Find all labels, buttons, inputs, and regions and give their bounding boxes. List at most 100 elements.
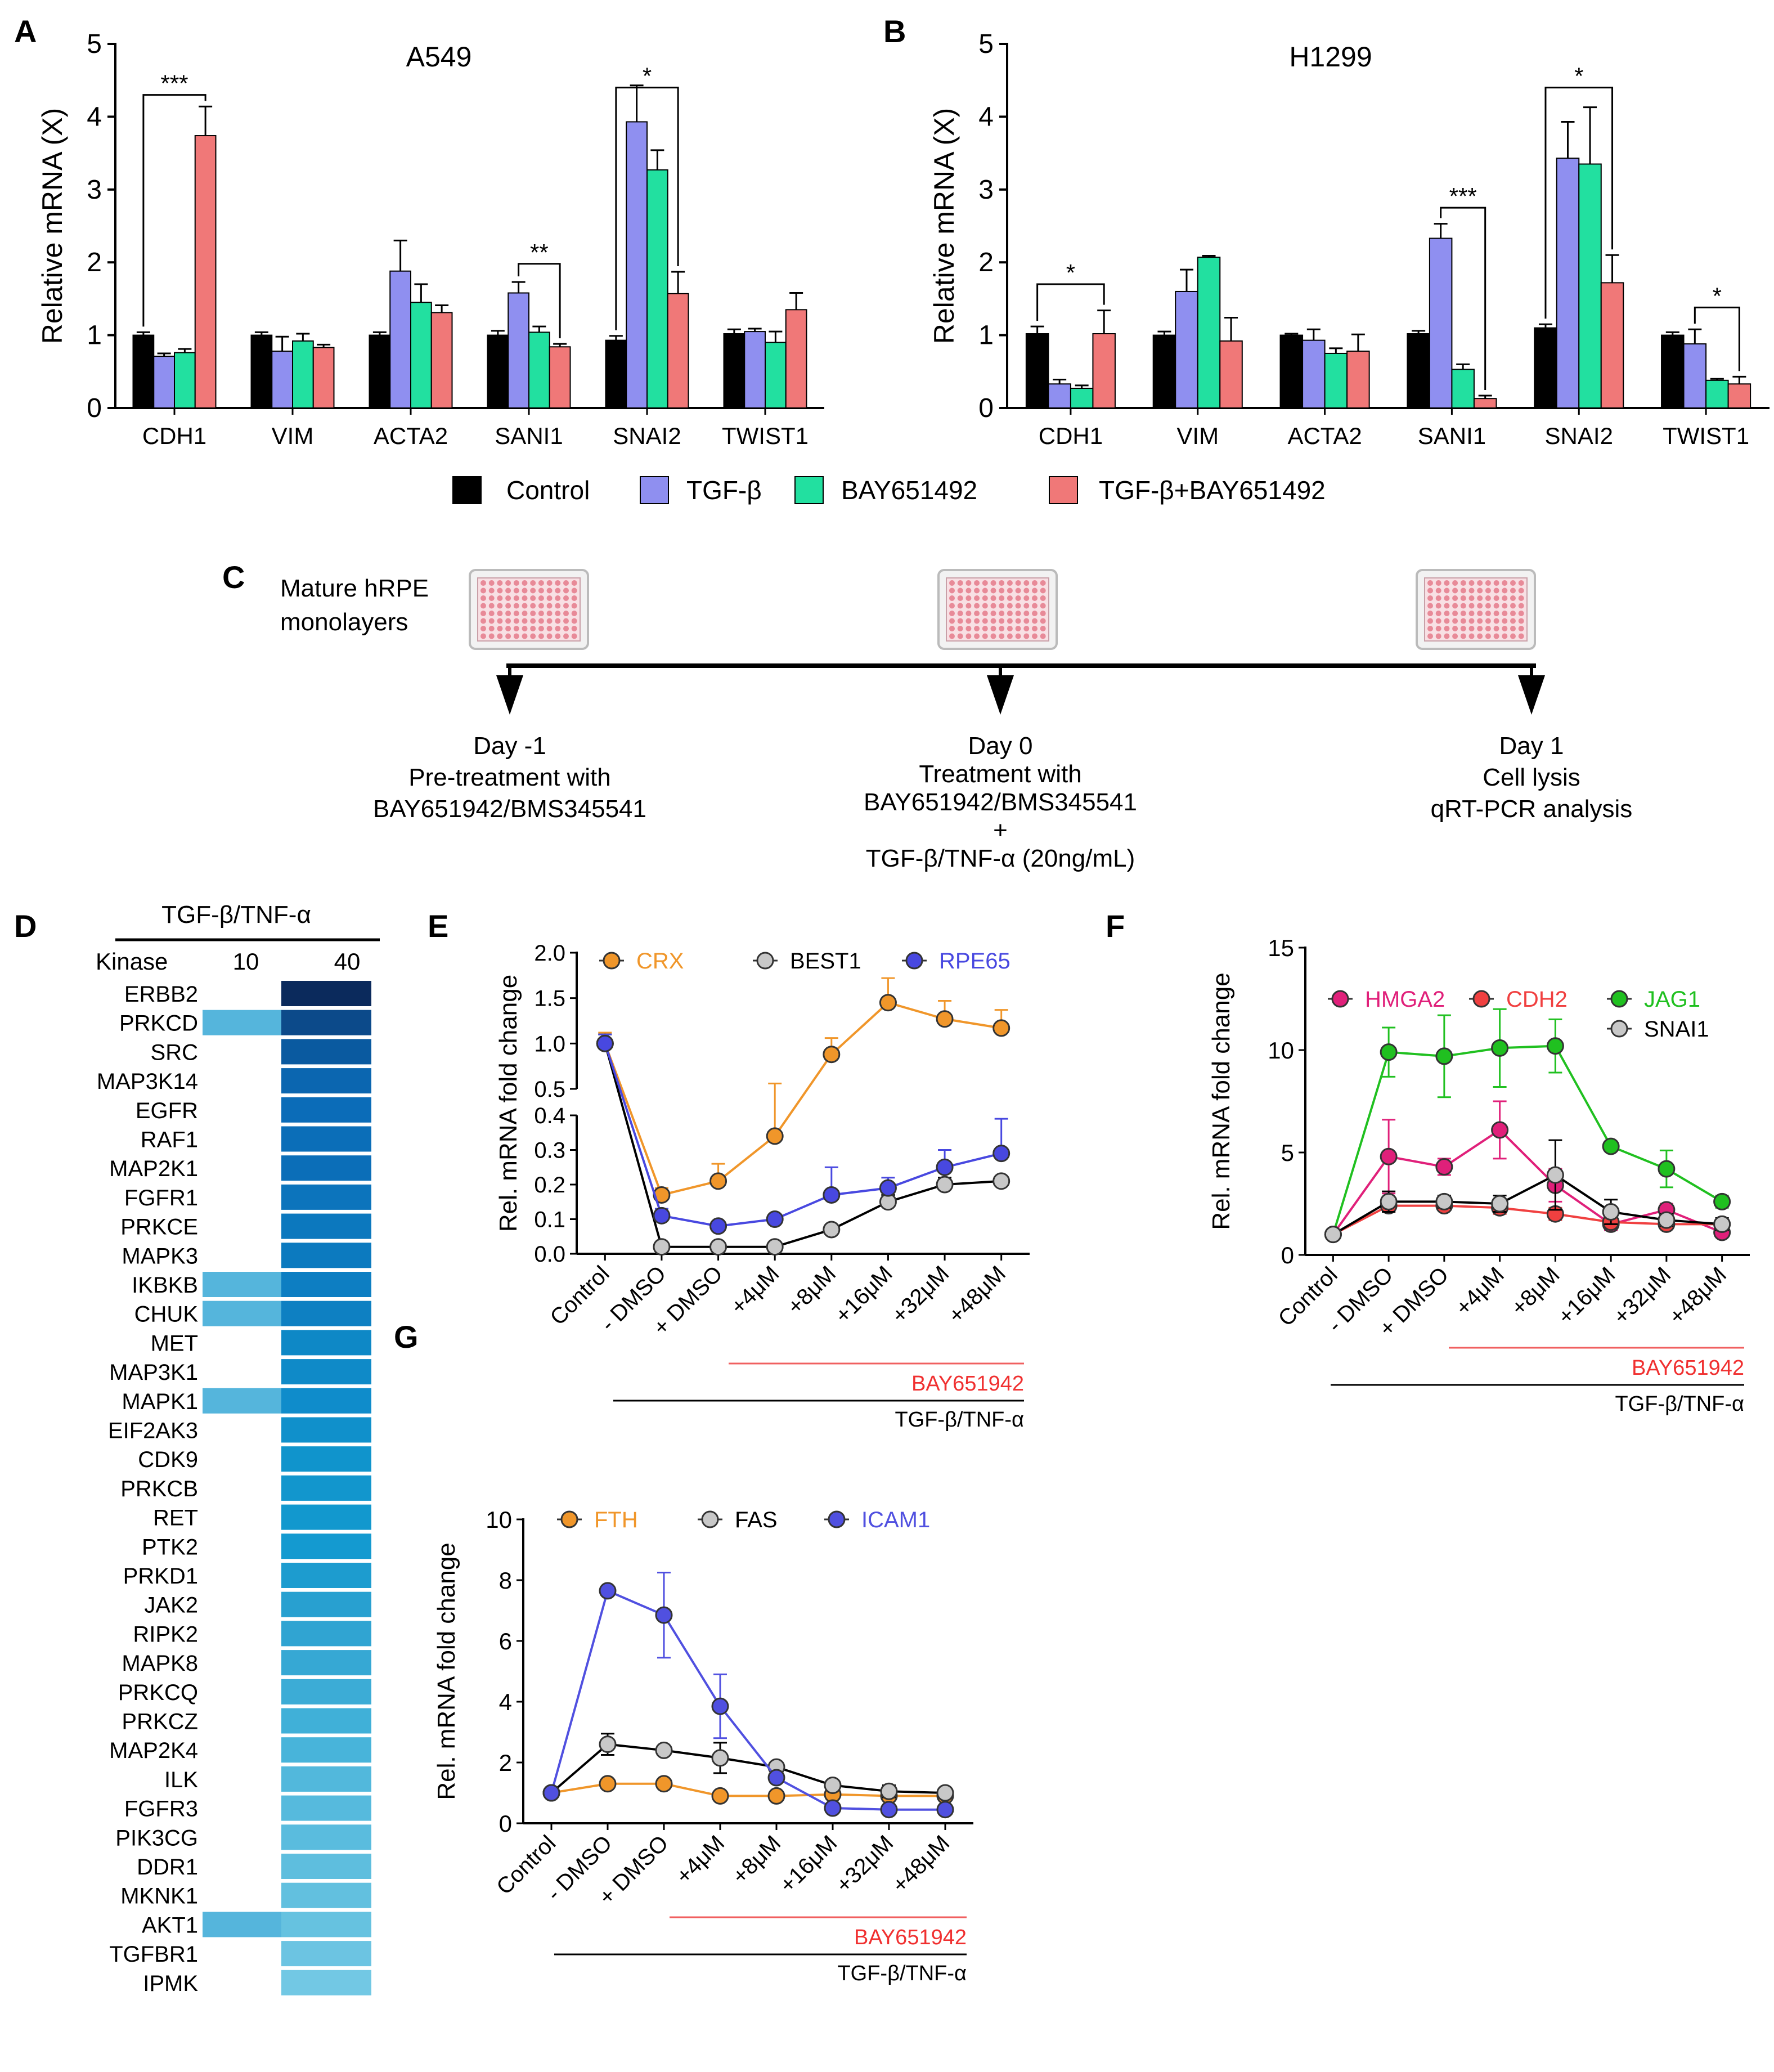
plate-well [1518,633,1524,639]
bar-snai2-control [605,339,627,409]
legend-label-snai1: SNAI1 [1644,1017,1709,1042]
plate-well [1435,595,1441,601]
plate-well [999,611,1005,616]
plate-well [949,587,955,594]
y-tick-label: 1.5 [534,986,565,1011]
bar-cdh1-tgf-bay651492 [194,135,217,409]
plate-well [571,633,577,639]
panel-letter-a: A [14,14,37,49]
plate-well [1032,587,1038,594]
bar-vim-tgf-bay651492 [312,347,335,409]
point-rpe65 [709,1217,727,1235]
plate-well [480,633,486,639]
plate-well-area [477,577,581,642]
plate-well [949,595,955,601]
heat-cell-40 [281,1679,371,1705]
plate-well [1023,611,1030,616]
series-line-icam1 [550,1589,945,1811]
plate-well [1452,595,1458,601]
y-tick-label: 0.1 [534,1208,565,1232]
bar-cdh1-tgf [1048,383,1071,409]
heat-cell-40 [281,1708,371,1734]
point-fas [711,1749,729,1767]
plate-well [530,618,536,624]
legend-swatch-tgf [640,476,669,504]
plate-well [497,587,503,594]
plate-well [497,626,503,631]
bar-twist1-control [723,333,745,409]
plate-well [546,595,553,601]
plate-well [1032,618,1038,624]
y-tick-label: 15 [1268,935,1294,961]
plate-well [1477,587,1483,594]
kinase-label: PTK2 [142,1535,198,1559]
plate-well [1460,580,1466,586]
bar-acta2-control [369,334,391,409]
y-tick-label: 3 [87,175,102,205]
plate-well [1007,603,1013,609]
plate-well [1477,626,1483,631]
x-tick-label: +48μM [944,1261,1010,1328]
plate-well [1460,611,1466,616]
y-tick-label: 0 [978,393,994,423]
heatmap-header: TGF-β/TNF-α [161,901,311,929]
plate-well [522,603,528,609]
heat-cell-40 [281,1737,371,1763]
heat-cell-40 [281,1795,371,1821]
arrow-day-1 [1518,675,1545,715]
heat-cell-40 [281,1068,371,1094]
plate-well [1485,633,1491,639]
bar-twist1-bay651492 [1705,379,1729,409]
kinase-label: FGFR3 [124,1797,198,1822]
legend-swatch-control [452,476,482,504]
point-fas [824,1777,842,1794]
plate-well [974,603,980,609]
kinase-label: ILK [164,1768,198,1792]
plate-well [1023,580,1030,586]
plate-well [957,595,963,601]
y-tick-label: 0 [1281,1242,1294,1268]
heat-cell-40 [281,981,371,1006]
plate-well [555,603,561,609]
significance-label: * [1066,259,1075,286]
plate-well [1477,633,1483,639]
plate-well [563,611,569,616]
point-jag1 [1380,1043,1398,1061]
plate-well [957,611,963,616]
point-snai1 [1435,1192,1453,1210]
plate-well [1444,633,1450,639]
y-tick-label: 0.0 [534,1242,565,1267]
plate-well [949,626,955,631]
plate-well [1015,603,1021,609]
legend-label-best1: BEST1 [790,949,861,974]
plate-well [1460,587,1466,594]
plate-well [1502,587,1508,594]
plate-well [1510,595,1516,601]
plate-well [949,618,955,624]
plate-well [555,618,561,624]
significance-bracket [518,263,561,339]
plate-well [1032,626,1038,631]
plate-well [480,618,486,624]
point-fas [655,1741,673,1759]
plate-well [563,633,569,639]
plate-well [1477,611,1483,616]
plate-well [982,611,988,616]
day-1-title: Day 1 [1499,732,1564,760]
plate-well [990,603,996,609]
point-crx [879,994,897,1012]
significance-bracket [1036,283,1105,321]
point-crx [766,1127,784,1145]
kinase-label: RET [153,1506,198,1531]
point-fth [767,1787,785,1805]
point-jag1 [1602,1137,1620,1155]
kinase-label: MAP2K4 [109,1738,198,1763]
significance-bracket [1440,207,1486,391]
significance-label: ** [530,239,549,266]
bar-acta2-bay651492 [410,302,432,409]
plate-well [965,633,972,639]
plate-well [538,633,544,639]
plate-well [1468,611,1475,616]
